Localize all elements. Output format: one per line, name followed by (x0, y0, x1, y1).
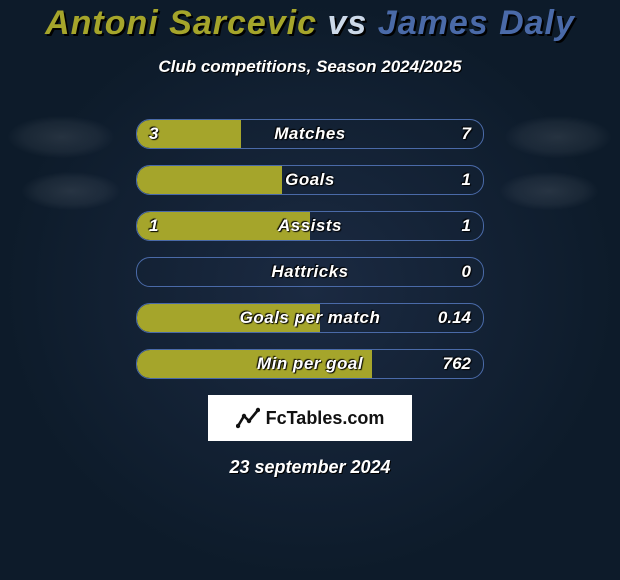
subtitle: Club competitions, Season 2024/2025 (0, 57, 620, 77)
photo-shadow (22, 172, 120, 210)
branding-text: FcTables.com (266, 408, 385, 429)
stat-value-player2: 1 (462, 166, 471, 194)
stat-label: Goals (137, 166, 483, 194)
stat-row: Hattricks0 (136, 257, 484, 287)
comparison-title: Antoni Sarcevic vs James Daly (0, 0, 620, 43)
stat-row: Matches3 7 (136, 119, 484, 149)
player2-name: James Daly (378, 4, 575, 42)
stat-value-player2: 7 (462, 120, 471, 148)
stat-row: Assists1 1 (136, 211, 484, 241)
date-label: 23 september 2024 (0, 457, 620, 478)
fctables-logo-icon (236, 406, 260, 430)
vs-label: vs (328, 4, 368, 42)
branding-badge: FcTables.com (208, 395, 412, 441)
stat-value-player2: 0.14 (438, 304, 471, 332)
stat-value-player2: 762 (443, 350, 471, 378)
photo-shadow (500, 172, 598, 210)
stat-label: Goals per match (137, 304, 483, 332)
photo-shadow (505, 116, 611, 158)
stat-value-player1: 3 (149, 120, 158, 148)
stat-label: Min per goal (137, 350, 483, 378)
stat-value-player2: 1 (462, 212, 471, 240)
player1-name: Antoni Sarcevic (45, 4, 317, 42)
stat-label: Assists (137, 212, 483, 240)
stat-row: Min per goal762 (136, 349, 484, 379)
stats-chart: Matches37Goals1Assists11Hattricks0Goals … (136, 119, 484, 379)
stat-label: Matches (137, 120, 483, 148)
stat-value-player2: 0 (462, 258, 471, 286)
stat-row: Goals per match0.14 (136, 303, 484, 333)
stat-row: Goals1 (136, 165, 484, 195)
stat-value-player1: 1 (149, 212, 158, 240)
stat-label: Hattricks (137, 258, 483, 286)
photo-shadow (8, 116, 114, 158)
